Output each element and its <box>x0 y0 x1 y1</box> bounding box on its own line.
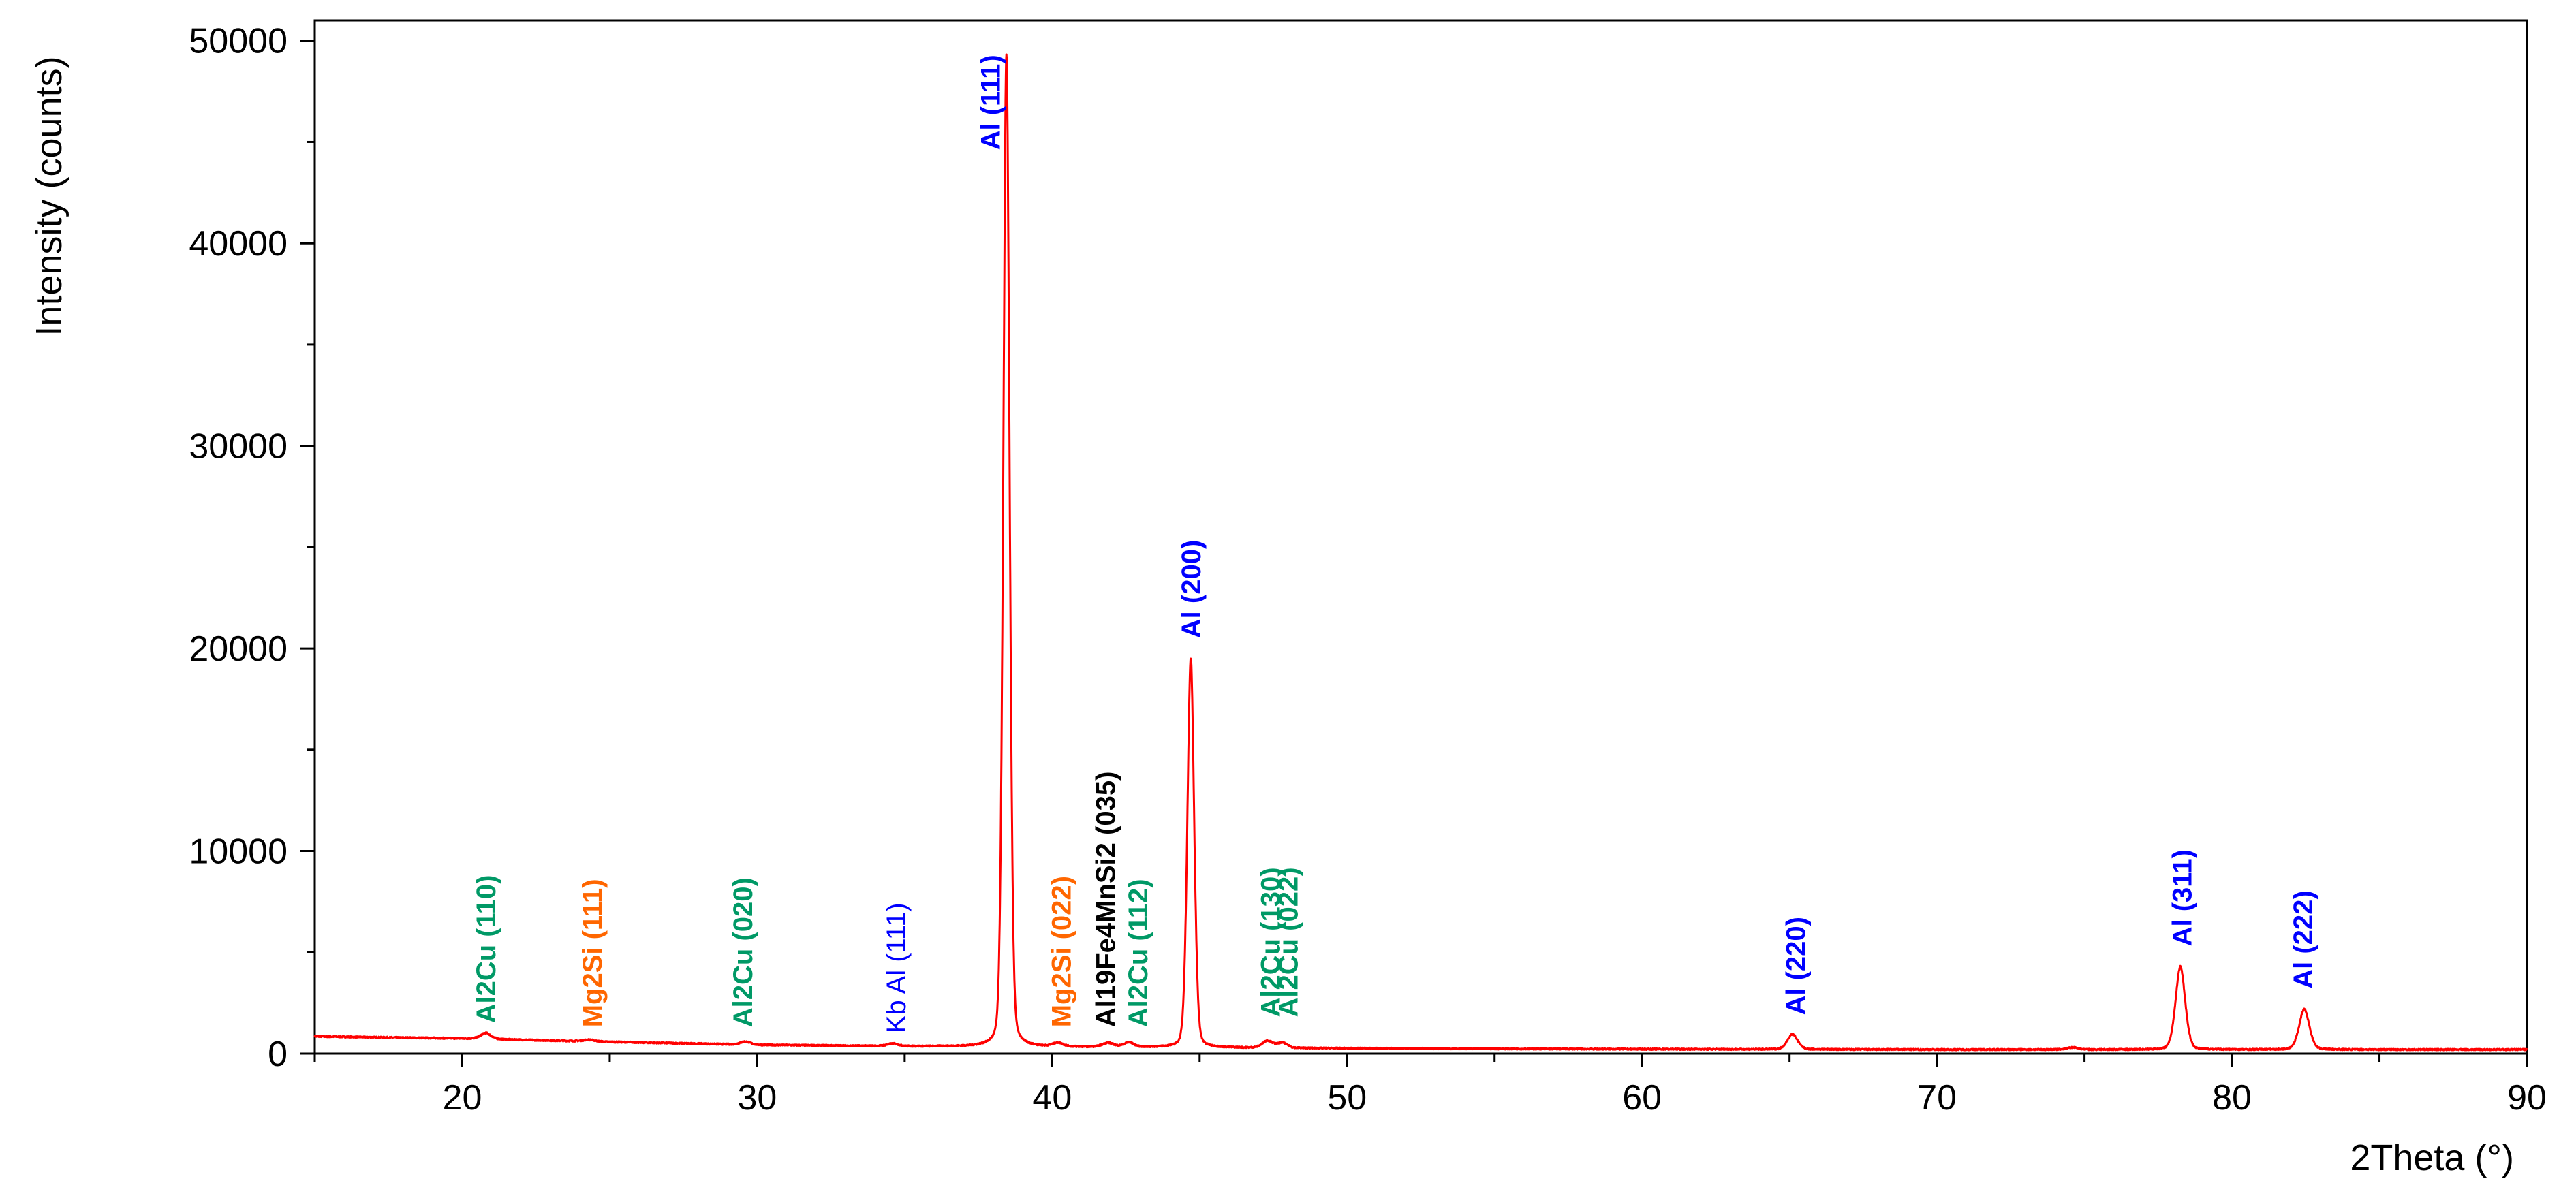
x-tick-label: 60 <box>1622 1078 1662 1118</box>
x-tick-label: 30 <box>737 1078 777 1118</box>
peak-label: Kb Al (111) <box>882 902 912 1033</box>
x-axis-title: 2Theta (°) <box>2350 1137 2514 1178</box>
peak-label: Al2Cu (020) <box>728 877 758 1027</box>
y-tick-label: 10000 <box>189 832 288 872</box>
peak-label: Al2Cu (130) <box>1256 867 1286 1017</box>
y-tick-label: 30000 <box>189 427 288 467</box>
peak-label: Al (311) <box>2168 849 2198 946</box>
x-tick-label: 40 <box>1032 1078 1072 1118</box>
x-tick-label: 70 <box>1917 1078 1957 1118</box>
x-tick-label: 90 <box>2507 1078 2547 1118</box>
peak-label: Al2Cu (112) <box>1123 879 1153 1027</box>
peak-label: Al2Cu (022) <box>1274 867 1304 1017</box>
x-tick-label: 80 <box>2212 1078 2252 1118</box>
y-tick-label: 40000 <box>189 224 288 264</box>
diffraction-trace <box>313 53 2528 1052</box>
y-tick-label: 50000 <box>189 22 288 61</box>
y-tick-label: 0 <box>268 1035 288 1074</box>
peak-label: Al (200) <box>1177 540 1207 639</box>
peak-label: Mg2Si (111) <box>578 879 608 1027</box>
x-tick-label: 50 <box>1327 1078 1367 1118</box>
tick-labels: 20 30 40 50 60 70 80 90 0 10000 20000 30000 40000 500… <box>189 22 2547 1118</box>
peak-label: Al (220) <box>1781 917 1811 1015</box>
y-axis-title: Intensity (counts) <box>29 56 69 336</box>
x-tick-label: 20 <box>443 1078 482 1118</box>
major-ticks <box>300 40 2528 1067</box>
peak-label: Mg2Si (022) <box>1046 876 1076 1027</box>
y-tick-label: 20000 <box>189 629 288 669</box>
peak-label: Al2Cu (110) <box>471 875 501 1024</box>
peak-label: Al (111) <box>976 54 1006 150</box>
minor-ticks <box>307 140 2381 1062</box>
peak-label: Al (222) <box>2288 890 2318 989</box>
peak-label: Al19Fe4MnSi2 (035) <box>1091 772 1121 1028</box>
plot-frame <box>313 19 2528 1055</box>
peak-annotations: Al2Cu (110) Mg2Si (111) Al2Cu (020) Kb Al (… <box>471 54 2318 1033</box>
